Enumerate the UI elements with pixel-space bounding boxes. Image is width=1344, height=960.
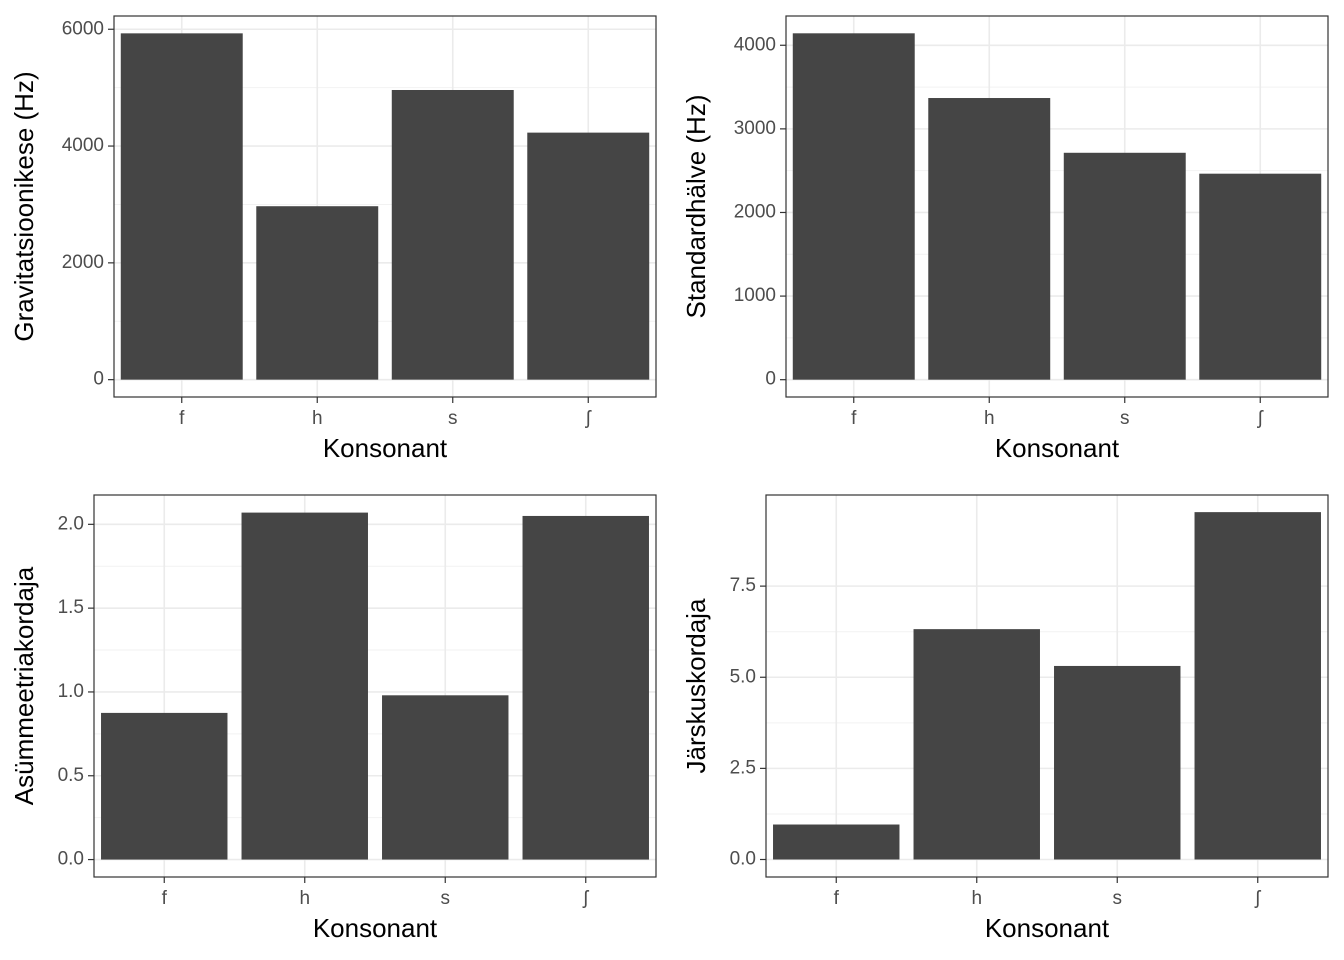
x-tick-label: s xyxy=(1120,408,1130,429)
x-tick-label: ʃ xyxy=(584,408,592,429)
y-tick-label: 2000 xyxy=(734,201,776,222)
y-tick-label: 2.5 xyxy=(730,757,756,778)
bar xyxy=(1194,512,1321,860)
panel: 0.0 2.5 5.0 7.5 f h s ʃ Konsonant Järskuskordaja xyxy=(681,494,1329,943)
bar xyxy=(522,515,649,860)
y-axis-title: Asümmeetriakordaja xyxy=(9,566,39,805)
x-tick-label: ʃ xyxy=(1256,408,1264,429)
x-tick-label: h xyxy=(299,888,310,909)
x-axis-title: Konsonant xyxy=(985,913,1110,943)
y-tick-label: 5.0 xyxy=(730,666,756,687)
panel: 0 2000 4000 6000 f h s ʃ Konsonant Gravitatsiooni… xyxy=(9,15,657,463)
bar xyxy=(101,712,228,860)
y-tick-label: 0 xyxy=(93,369,104,390)
y-tick-label: 2000 xyxy=(62,252,104,273)
bar xyxy=(527,132,650,380)
x-tick-label: s xyxy=(441,888,451,909)
x-tick-label: h xyxy=(984,408,995,429)
x-tick-label: f xyxy=(179,408,185,429)
x-tick-label: f xyxy=(851,408,857,429)
y-tick-label: 1000 xyxy=(734,285,776,306)
y-tick-label: 4000 xyxy=(62,135,104,156)
bar xyxy=(1063,152,1186,380)
plot-border xyxy=(93,494,657,878)
bar xyxy=(928,98,1051,380)
y-tick-label: 0.5 xyxy=(58,765,84,786)
x-tick-label: f xyxy=(834,888,840,909)
plot-border xyxy=(113,15,657,398)
x-axis-title: Konsonant xyxy=(323,433,448,463)
y-axis-title: Gravitatsioonikese (Hz) xyxy=(9,71,39,341)
bar xyxy=(913,629,1040,860)
bar xyxy=(120,33,243,380)
x-tick-label: h xyxy=(971,888,982,909)
bar xyxy=(391,89,514,380)
y-tick-label: 0.0 xyxy=(730,849,756,870)
bar xyxy=(1054,665,1181,860)
bar xyxy=(773,824,900,860)
y-tick-label: 2.0 xyxy=(58,513,84,534)
panel: 0 1000 2000 3000 4000 f h s ʃ Konsonant Standardhä… xyxy=(681,15,1329,463)
x-tick-label: s xyxy=(448,408,458,429)
bar xyxy=(382,695,509,860)
y-tick-label: 0.0 xyxy=(58,849,84,870)
panel: 0.0 0.5 1.0 1.5 2.0 f h s ʃ Konsonant Asümmeetriak… xyxy=(9,494,657,943)
x-axis-title: Konsonant xyxy=(995,433,1120,463)
x-tick-label: f xyxy=(162,888,168,909)
plot-border xyxy=(765,494,1329,878)
bar xyxy=(1199,173,1322,380)
x-tick-label: h xyxy=(312,408,323,429)
y-tick-label: 6000 xyxy=(62,18,104,39)
x-tick-label: ʃ xyxy=(582,888,590,909)
bar xyxy=(792,33,915,380)
y-tick-label: 4000 xyxy=(734,34,776,55)
y-tick-label: 3000 xyxy=(734,118,776,139)
y-axis-title: Standardhälve (Hz) xyxy=(681,95,711,319)
plot-border xyxy=(785,15,1329,398)
y-tick-label: 0 xyxy=(765,369,776,390)
x-axis-title: Konsonant xyxy=(313,913,438,943)
bar xyxy=(241,512,368,860)
x-tick-label: ʃ xyxy=(1254,888,1262,909)
x-tick-label: s xyxy=(1113,888,1123,909)
y-axis-title: Järskuskordaja xyxy=(681,598,711,773)
y-tick-label: 1.5 xyxy=(58,597,84,618)
y-tick-label: 7.5 xyxy=(730,575,756,596)
y-tick-label: 1.0 xyxy=(58,681,84,702)
bar xyxy=(256,206,379,380)
